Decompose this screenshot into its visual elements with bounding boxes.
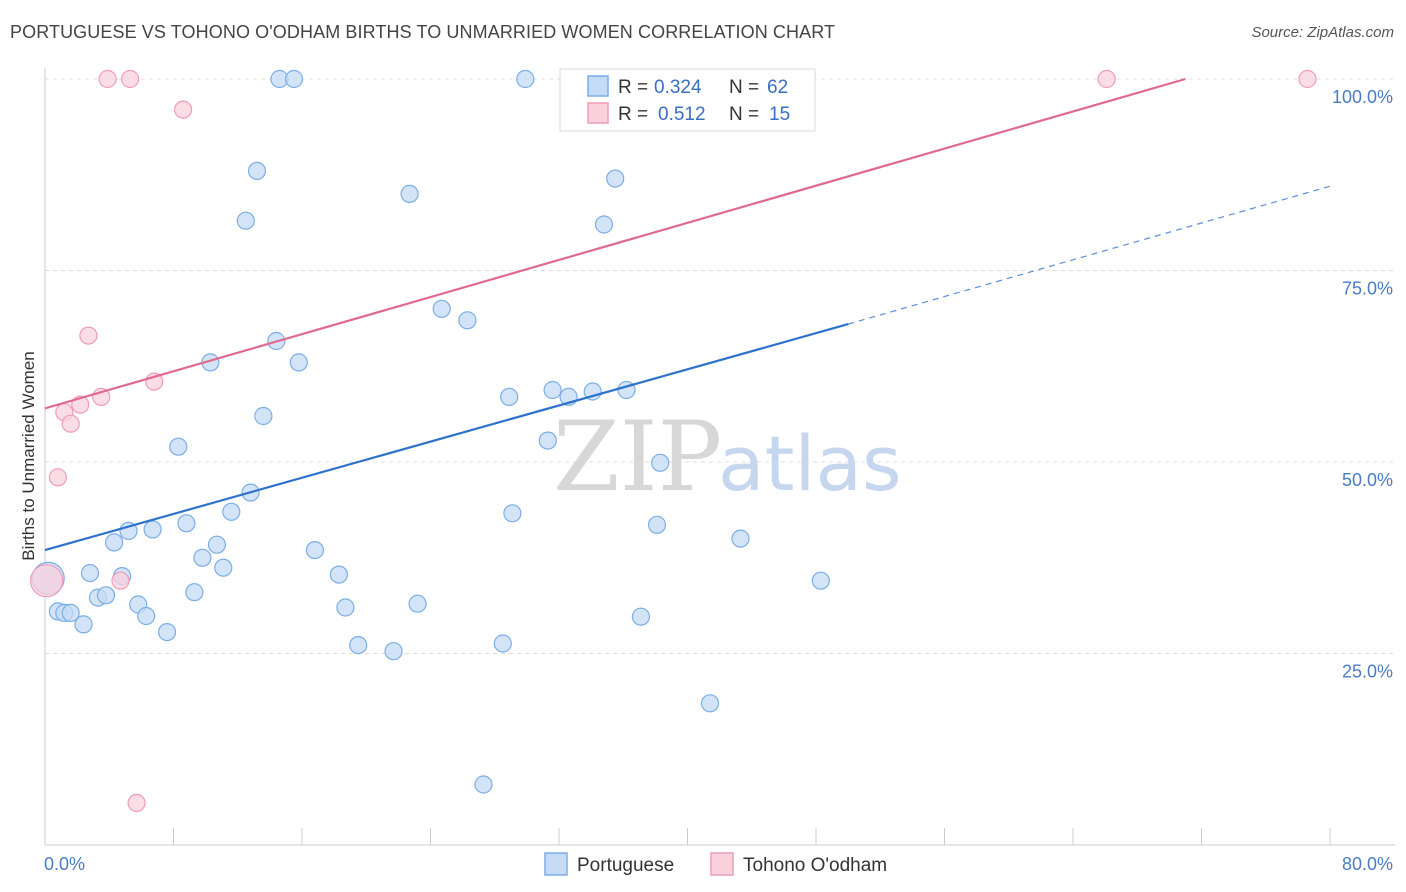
correlation-legend: R = 0.324 N = 62 R = 0.512 N = 15 [559, 68, 816, 132]
tohono-trend-line [44, 77, 1186, 410]
portuguese-point [811, 571, 830, 590]
portuguese-point [631, 607, 651, 626]
portuguese-point [284, 69, 304, 89]
legend-r-label-portuguese: R = [618, 77, 648, 98]
portuguese-point [137, 606, 156, 626]
legend-n-label-portuguese: N = [729, 77, 759, 98]
portuguese-point [606, 169, 625, 188]
trend-lines [44, 77, 1331, 552]
legend-n-value-portuguese: 62 [767, 77, 788, 98]
axis-ticks: 0.0% 80.0% 25.0% 50.0% 75.0% 100.0% [44, 87, 1393, 874]
series-tohono-points [29, 69, 1317, 813]
portuguese-point [247, 161, 267, 180]
series-portuguese-points [31, 69, 830, 794]
gridlines [45, 78, 1395, 654]
bottom-legend-label-portuguese: Portuguese [577, 855, 674, 876]
legend-r-value-portuguese: 0.324 [654, 77, 702, 98]
tohono-point [79, 326, 98, 345]
portuguese-point [432, 299, 451, 318]
watermark-atlas: atlas [718, 419, 902, 508]
portuguese-point [80, 563, 100, 583]
tohono-point [111, 571, 130, 590]
tohono-point [48, 468, 68, 487]
axes [44, 68, 1395, 846]
y-tick-label: 100.0% [1332, 87, 1393, 107]
portuguese-point [474, 775, 493, 794]
portuguese-point [349, 635, 368, 655]
tohono-point [98, 69, 117, 89]
tohono-point [1298, 69, 1317, 89]
tohono-point [174, 100, 193, 119]
y-axis-title: Births to Unmarried Women [19, 351, 38, 560]
series-legend: Portuguese Tohono O'odham [544, 852, 887, 876]
y-tick-label: 75.0% [1342, 279, 1393, 299]
legend-n-label-tohono: N = [729, 104, 759, 125]
portuguese-point [329, 565, 348, 584]
source-credit: Source: ZipAtlas.com [1251, 24, 1394, 41]
watermark-zip: ZIP [553, 401, 722, 513]
portuguese-trend-line [44, 323, 849, 552]
portuguese-point [305, 540, 324, 560]
portuguese-point [169, 437, 188, 456]
tohono-point [29, 564, 64, 598]
tohono-point [1097, 69, 1116, 89]
portuguese-point [193, 548, 212, 567]
bottom-legend-label-tohono: Tohono O'odham [743, 855, 887, 876]
portuguese-point [289, 353, 308, 372]
tohono-point [127, 793, 146, 813]
legend-n-value-tohono: 15 [769, 104, 790, 125]
portuguese-point [96, 586, 116, 605]
bottom-legend-swatch-portuguese [544, 852, 568, 876]
portuguese-point [61, 603, 80, 623]
portuguese-point [336, 598, 355, 617]
x-tick-label: 80.0% [1342, 854, 1393, 874]
legend-r-value-tohono: 0.512 [658, 104, 706, 125]
portuguese-point [500, 387, 519, 406]
y-tick-label: 25.0% [1342, 662, 1393, 682]
portuguese-trend-extension [847, 185, 1331, 325]
portuguese-point [214, 558, 233, 577]
portuguese-point [400, 184, 419, 203]
portuguese-point [177, 514, 196, 533]
portuguese-point [647, 515, 667, 534]
portuguese-point [236, 211, 255, 230]
portuguese-point [594, 215, 614, 234]
portuguese-point [543, 380, 562, 400]
portuguese-point [143, 520, 162, 539]
portuguese-point [384, 642, 403, 661]
portuguese-point [700, 694, 720, 713]
portuguese-point [254, 406, 273, 426]
bottom-legend-swatch-tohono [710, 852, 734, 876]
portuguese-point [408, 594, 427, 613]
chart-title: PORTUGUESE VS TOHONO O'ODHAM BIRTHS TO U… [10, 22, 836, 42]
portuguese-point [104, 533, 124, 552]
portuguese-point [651, 453, 670, 472]
portuguese-point [731, 529, 750, 548]
portuguese-point [458, 311, 477, 330]
legend-swatch-tohono [587, 102, 609, 124]
tohono-point [121, 69, 140, 89]
tohono-point [61, 414, 80, 433]
legend-swatch-portuguese [587, 75, 609, 97]
legend-r-label-tohono: R = [618, 104, 648, 125]
portuguese-point [493, 634, 512, 653]
portuguese-point [185, 583, 204, 602]
watermark: ZIP atlas [553, 401, 902, 513]
y-tick-label: 50.0% [1342, 470, 1393, 490]
portuguese-point [516, 69, 535, 89]
portuguese-point [538, 431, 557, 450]
portuguese-point [222, 502, 241, 521]
portuguese-point [503, 504, 522, 523]
portuguese-point [207, 535, 226, 554]
portuguese-point [74, 615, 93, 634]
portuguese-point [158, 622, 177, 642]
x-tick-label: 0.0% [44, 854, 85, 874]
